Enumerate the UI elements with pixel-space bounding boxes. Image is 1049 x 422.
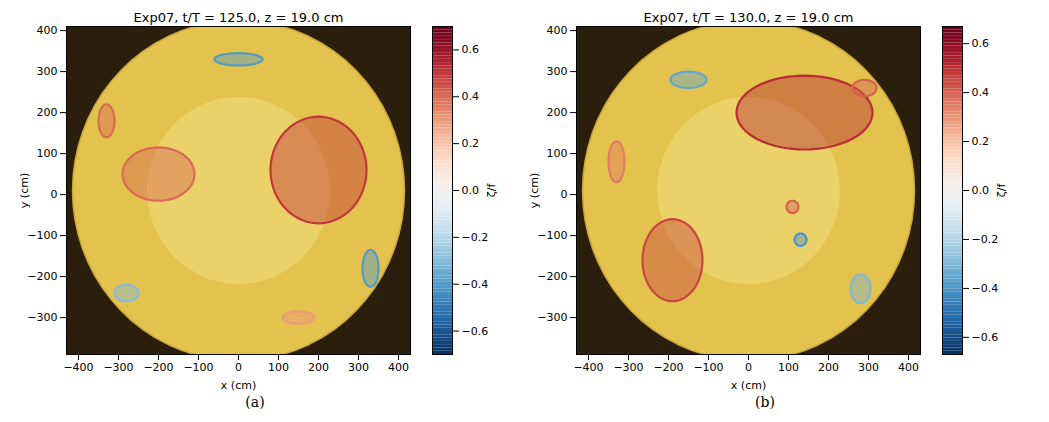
svg-text:Exp07, t/T = 125.0, z = 19.0 c: Exp07, t/T = 125.0, z = 19.0 cm [134,10,344,25]
svg-text:0.4: 0.4 [972,86,990,99]
svg-text:0.0: 0.0 [972,184,990,197]
svg-text:0: 0 [561,188,568,201]
svg-text:400: 400 [898,361,919,374]
svg-text:200: 200 [818,361,839,374]
svg-text:−0.4: −0.4 [462,278,489,291]
svg-text:300: 300 [348,361,369,374]
svg-text:0.4: 0.4 [462,90,480,103]
svg-text:−400: −400 [63,361,93,374]
svg-text:400: 400 [547,24,568,37]
svg-text:0.2: 0.2 [972,135,990,148]
svg-text:0.2: 0.2 [462,137,480,150]
svg-text:−0.2: −0.2 [972,233,999,246]
svg-text:x (cm): x (cm) [731,379,766,392]
svg-text:−0.2: −0.2 [462,231,489,244]
svg-text:0.6: 0.6 [972,37,990,50]
svg-text:−100: −100 [27,229,57,242]
svg-text:y (cm): y (cm) [18,173,31,208]
svg-text:−200: −200 [537,270,567,283]
svg-text:300: 300 [37,65,58,78]
svg-text:−100: −100 [183,361,213,374]
svg-text:−0.4: −0.4 [972,282,999,295]
svg-text:300: 300 [858,361,879,374]
svg-text:100: 100 [268,361,289,374]
svg-text:0.6: 0.6 [462,43,480,56]
svg-text:100: 100 [547,147,568,160]
svg-text:400: 400 [37,24,58,37]
svg-text:0: 0 [235,361,242,374]
svg-text:100: 100 [37,147,58,160]
svg-text:x (cm): x (cm) [221,379,256,392]
svg-text:0: 0 [745,361,752,374]
html-text:(a): (a) [245,394,265,410]
svg-text:−200: −200 [27,270,57,283]
svg-text:−200: −200 [653,361,683,374]
svg-text:0.0: 0.0 [462,184,480,197]
svg-text:y (cm): y (cm) [528,173,541,208]
svg-text:−100: −100 [537,229,567,242]
svg-text:−100: −100 [693,361,723,374]
svg-text:100: 100 [778,361,799,374]
svg-text:0: 0 [51,188,58,201]
svg-text:−0.6: −0.6 [462,325,489,338]
svg-text:Exp07, t/T = 130.0, z = 19.0 c: Exp07, t/T = 130.0, z = 19.0 cm [644,10,854,25]
svg-text:200: 200 [308,361,329,374]
svg-text:400: 400 [388,361,409,374]
svg-text:−400: −400 [573,361,603,374]
svg-text:−200: −200 [143,361,173,374]
svg-text:−300: −300 [537,311,567,324]
svg-text:−300: −300 [613,361,643,374]
svg-text:300: 300 [547,65,568,78]
html-text:(b): (b) [755,394,775,410]
svg-text:−300: −300 [27,311,57,324]
svg-text:200: 200 [37,106,58,119]
svg-text:ζ/f: ζ/f [995,183,1008,198]
svg-text:200: 200 [547,106,568,119]
svg-text:−0.6: −0.6 [972,331,999,344]
svg-text:−300: −300 [103,361,133,374]
svg-text:ζ/f: ζ/f [485,183,498,198]
